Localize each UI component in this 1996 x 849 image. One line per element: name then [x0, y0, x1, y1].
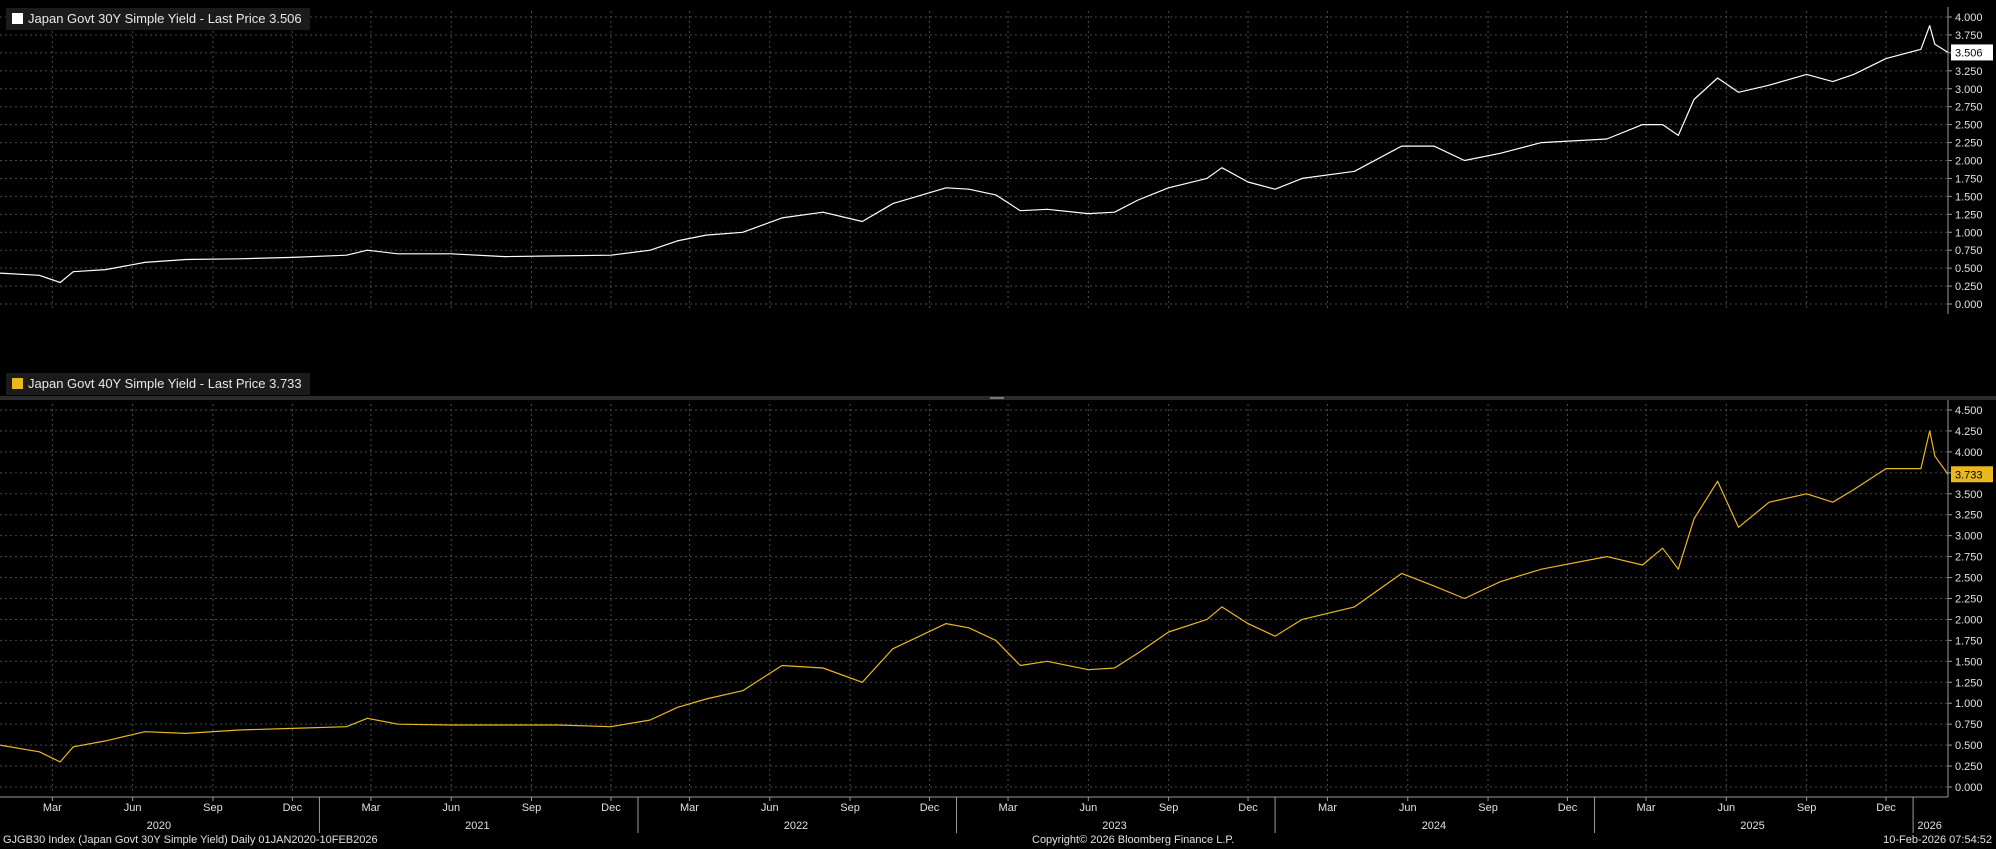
y-tick-label: 1.500: [1955, 656, 1983, 668]
y-tick-label: 1.250: [1955, 677, 1983, 689]
y-tick-label: 2.750: [1955, 102, 1983, 114]
y-tick-label: 0.250: [1955, 281, 1983, 293]
x-tick-label-month: Dec: [1238, 802, 1258, 814]
y-tick-label: 1.500: [1955, 191, 1983, 203]
legend-label-30y: Japan Govt 30Y Simple Yield - Last Price…: [28, 11, 302, 26]
y-tick-label: 1.000: [1955, 698, 1983, 710]
x-tick-label-month: Mar: [43, 802, 62, 814]
y-tick-label: 0.500: [1955, 740, 1983, 752]
x-tick-label-month: Dec: [1558, 802, 1578, 814]
y-tick-label: 3.750: [1955, 30, 1983, 42]
footer-copyright: Copyright© 2026 Bloomberg Finance L.P.: [1032, 834, 1235, 846]
last-price-tag: [1951, 44, 1993, 61]
y-tick-label: 4.000: [1955, 447, 1983, 459]
x-tick-label-month: Sep: [840, 802, 860, 814]
y-tick-label: 0.500: [1955, 263, 1983, 275]
y-tick-label: 4.000: [1955, 12, 1983, 24]
legend-40y: Japan Govt 40Y Simple Yield - Last Price…: [6, 373, 310, 395]
series-line-30y: [0, 25, 1949, 284]
x-tick-label-year: 2023: [1102, 820, 1126, 832]
x-tick-label-month: Mar: [1318, 802, 1337, 814]
legend-swatch-30y: [12, 13, 23, 24]
y-tick-label: 3.000: [1955, 84, 1983, 96]
x-tick-label-year: 2022: [784, 820, 808, 832]
x-tick-label-year: 2021: [465, 820, 489, 832]
footer-timestamp: 10-Feb-2026 07:54:52: [1883, 834, 1992, 846]
y-tick-label: 1.250: [1955, 209, 1983, 221]
y-tick-label: 3.250: [1955, 66, 1983, 78]
y-tick-label: 0.000: [1955, 782, 1983, 794]
y-tick-label: 2.000: [1955, 156, 1983, 168]
y-tick-label: 4.500: [1955, 405, 1983, 417]
y-tick-label: 1.750: [1955, 635, 1983, 647]
x-tick-label-year: 2026: [1917, 820, 1941, 832]
x-tick-label-month: Dec: [920, 802, 940, 814]
last-price-label: 3.733: [1955, 469, 1983, 481]
y-tick-label: 0.250: [1955, 761, 1983, 773]
x-tick-label-month: Jun: [1399, 802, 1417, 814]
footer-source: GJGB30 Index (Japan Govt 30Y Simple Yiel…: [3, 834, 378, 846]
y-tick-label: 0.000: [1955, 299, 1983, 311]
panel-40y: 4.5004.2504.0003.7503.5003.2503.0002.750…: [0, 400, 1993, 797]
legend-swatch-40y: [12, 378, 23, 389]
x-tick-label-month: Jun: [442, 802, 460, 814]
x-tick-label-month: Mar: [999, 802, 1018, 814]
y-tick-label: 2.000: [1955, 614, 1983, 626]
x-tick-label-month: Mar: [361, 802, 380, 814]
series-line-40y: [0, 430, 1949, 763]
y-tick-label: 3.000: [1955, 531, 1983, 543]
legend-30y: Japan Govt 30Y Simple Yield - Last Price…: [6, 8, 310, 30]
legend-label-40y: Japan Govt 40Y Simple Yield - Last Price…: [28, 376, 302, 391]
panel-30y: 4.0003.7503.5003.2503.0002.7502.5002.250…: [0, 7, 1993, 314]
y-tick-label: 2.500: [1955, 573, 1983, 585]
x-tick-label-year: 2024: [1422, 820, 1446, 832]
x-tick-label-month: Sep: [1159, 802, 1179, 814]
x-tick-label-month: Jun: [124, 802, 142, 814]
x-tick-label-month: Dec: [1876, 802, 1896, 814]
x-tick-label-year: 2020: [147, 820, 171, 832]
x-tick-label-month: Dec: [283, 802, 303, 814]
y-tick-label: 0.750: [1955, 719, 1983, 731]
last-price-label: 3.506: [1955, 47, 1983, 59]
y-tick-label: 4.250: [1955, 426, 1983, 438]
x-tick-label-month: Jun: [1717, 802, 1735, 814]
x-tick-label-year: 2025: [1740, 820, 1764, 832]
separator-handle: [990, 397, 1004, 399]
x-tick-label-month: Sep: [522, 802, 542, 814]
y-tick-label: 2.250: [1955, 594, 1983, 606]
last-price-tag: [1951, 466, 1993, 483]
y-tick-label: 1.000: [1955, 227, 1983, 239]
x-tick-label-month: Jun: [1079, 802, 1097, 814]
y-tick-label: 2.250: [1955, 138, 1983, 150]
y-tick-label: 3.250: [1955, 510, 1983, 522]
x-tick-label-month: Jun: [761, 802, 779, 814]
x-tick-label-month: Mar: [680, 802, 699, 814]
x-tick-label-month: Sep: [1797, 802, 1817, 814]
x-tick-label-month: Sep: [203, 802, 223, 814]
x-tick-label-month: Sep: [1478, 802, 1498, 814]
y-tick-label: 2.500: [1955, 120, 1983, 132]
y-tick-label: 1.750: [1955, 173, 1983, 185]
y-tick-label: 0.750: [1955, 245, 1983, 257]
y-tick-label: 3.500: [1955, 489, 1983, 501]
x-tick-label-month: Dec: [601, 802, 621, 814]
x-tick-label-month: Mar: [1637, 802, 1656, 814]
y-tick-label: 2.750: [1955, 552, 1983, 564]
